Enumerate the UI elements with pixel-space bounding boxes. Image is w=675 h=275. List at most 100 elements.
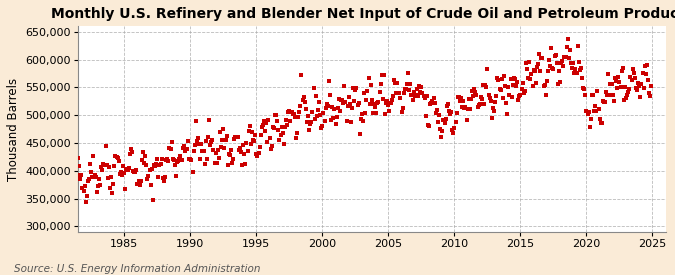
Point <box>305 122 316 126</box>
Point <box>489 109 500 113</box>
Point <box>405 81 416 86</box>
Point <box>232 135 243 140</box>
Point <box>316 126 327 130</box>
Point <box>155 162 166 166</box>
Point <box>375 82 386 86</box>
Point <box>599 100 610 104</box>
Point <box>451 111 462 115</box>
Point <box>88 154 99 158</box>
Point <box>515 92 526 97</box>
Point <box>75 177 86 181</box>
Point <box>272 119 283 123</box>
Point <box>379 73 389 77</box>
Point <box>238 142 248 147</box>
Point <box>151 162 161 166</box>
Point <box>267 144 277 148</box>
Point <box>241 141 252 145</box>
Point <box>306 120 317 124</box>
Point <box>128 169 138 173</box>
Point <box>279 141 290 146</box>
Point <box>571 71 582 76</box>
Point <box>108 182 119 186</box>
Point <box>326 118 337 122</box>
Point <box>197 148 208 153</box>
Point <box>400 87 411 91</box>
Point <box>630 86 641 91</box>
Point <box>416 84 427 89</box>
Point <box>460 105 470 109</box>
Point <box>526 72 537 76</box>
Point <box>394 91 405 95</box>
Point <box>364 101 375 106</box>
Point <box>201 156 212 161</box>
Point <box>625 75 636 79</box>
Point <box>260 129 271 133</box>
Point <box>130 169 140 174</box>
Point <box>543 58 554 62</box>
Point <box>132 182 143 186</box>
Point <box>641 72 651 76</box>
Point <box>213 156 224 160</box>
Point <box>206 140 217 144</box>
Point <box>269 125 279 130</box>
Point <box>200 139 211 143</box>
Point <box>335 98 346 103</box>
Point <box>496 77 507 81</box>
Point <box>180 148 190 153</box>
Point <box>379 111 390 116</box>
Point <box>310 94 321 98</box>
Point <box>76 173 87 177</box>
Point <box>389 81 400 85</box>
Point <box>505 76 516 81</box>
Point <box>404 87 414 92</box>
Point <box>223 152 234 156</box>
Point <box>157 176 168 181</box>
Point <box>513 98 524 103</box>
Point <box>478 83 489 87</box>
Point <box>593 107 604 111</box>
Point <box>87 175 98 179</box>
Point <box>483 92 494 97</box>
Point <box>313 108 323 112</box>
Point <box>583 109 594 114</box>
Point <box>602 93 613 98</box>
Point <box>541 93 551 98</box>
Point <box>538 84 549 88</box>
Point <box>612 86 622 91</box>
Point <box>618 98 629 102</box>
Point <box>589 108 599 113</box>
Point <box>332 106 343 110</box>
Point <box>551 61 562 65</box>
Point <box>457 104 468 109</box>
Point <box>243 129 254 134</box>
Point <box>591 109 601 113</box>
Point <box>204 117 215 122</box>
Point <box>567 66 578 71</box>
Point <box>440 117 451 122</box>
Point <box>555 79 566 84</box>
Point <box>120 187 131 192</box>
Point <box>342 104 353 108</box>
Point <box>279 125 290 130</box>
Point <box>492 76 503 80</box>
Point <box>346 120 356 124</box>
Point <box>501 101 512 105</box>
Point <box>331 115 342 119</box>
Point <box>319 119 330 123</box>
Point <box>622 93 632 98</box>
Point <box>317 124 328 128</box>
Point <box>250 133 261 138</box>
Point <box>192 139 202 144</box>
Point <box>359 90 370 95</box>
Point <box>213 147 223 152</box>
Point <box>262 140 273 144</box>
Point <box>360 111 371 115</box>
Point <box>459 106 470 110</box>
Point <box>417 91 428 95</box>
Point <box>448 131 459 135</box>
Point <box>222 163 233 167</box>
Point <box>435 127 446 131</box>
Point <box>412 94 423 98</box>
Point <box>643 78 653 82</box>
Point <box>470 90 481 94</box>
